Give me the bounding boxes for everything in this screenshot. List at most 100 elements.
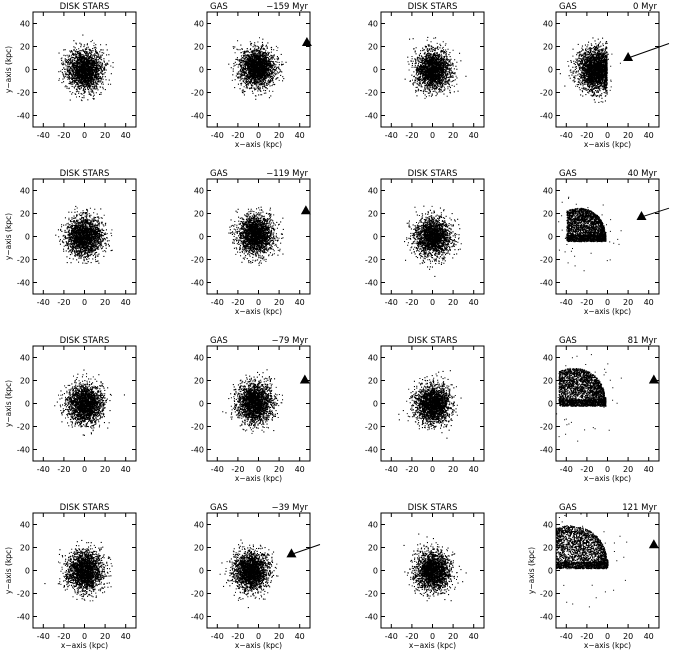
y-tick-label: -40 xyxy=(17,446,30,455)
panel-3-3: -40 -20 0 20 40 -40 -20 0 20 40 GAS 121 Myr x−axis (… xyxy=(527,503,660,650)
x-tick-label: 40 xyxy=(469,465,479,474)
panel-time: 81 Myr xyxy=(628,336,658,346)
particle-cloud xyxy=(222,369,284,434)
x-axis-label: x−axis (kpc) xyxy=(584,307,631,316)
scatter-points xyxy=(44,539,113,602)
particle-cloud xyxy=(404,205,462,277)
panel-2-1: -40 -20 0 20 40 -40 -20 0 20 40 GAS −79 Myr x−axis (… xyxy=(191,336,311,483)
x-tick-label: 20 xyxy=(274,632,284,641)
x-tick-label: -40 xyxy=(37,632,50,641)
y-tick-label: -40 xyxy=(365,446,378,455)
perturber-marker xyxy=(301,37,312,47)
x-tick-label: 0 xyxy=(430,632,435,641)
x-axis-label: x−axis (kpc) xyxy=(584,641,631,650)
x-axis-label: x−axis (kpc) xyxy=(235,641,282,650)
y-tick-label: 40 xyxy=(20,187,30,196)
particle-cloud xyxy=(556,513,628,608)
x-axis-label: x−axis (kpc) xyxy=(61,641,108,650)
x-tick-label: -20 xyxy=(57,465,70,474)
x-tick-label: 40 xyxy=(295,298,305,307)
scatter-points xyxy=(558,196,622,272)
panel-1-2: -40 -20 0 20 40 -40 -20 0 20 40 DISK STARS xyxy=(365,169,485,307)
plot-frame xyxy=(555,512,660,629)
x-tick-label: -40 xyxy=(37,298,50,307)
x-tick-label: -40 xyxy=(560,632,573,641)
panel-title: DISK STARS xyxy=(408,2,458,12)
y-tick-label: -40 xyxy=(17,613,30,622)
y-tick-label: -40 xyxy=(191,112,204,121)
x-tick-label: 20 xyxy=(623,632,633,641)
panel-0-1: -40 -20 0 20 40 -40 -20 0 20 40 GAS −159 Myr x−axis … xyxy=(191,2,312,149)
panel-0-2: -40 -20 0 20 40 -40 -20 0 20 40 DISK STARS xyxy=(365,2,485,140)
panel-time: −39 Myr xyxy=(272,503,309,513)
x-tick-label: 20 xyxy=(274,131,284,140)
triangle-icon xyxy=(648,374,659,384)
panel-title: GAS xyxy=(559,336,577,346)
perturber-trajectory xyxy=(627,43,670,59)
panel-title: DISK STARS xyxy=(408,169,458,179)
y-tick-label: -20 xyxy=(540,89,553,98)
panel-title: DISK STARS xyxy=(60,2,110,12)
y-tick-label: -20 xyxy=(191,256,204,265)
y-tick-label: 40 xyxy=(368,521,378,530)
x-tick-label: -20 xyxy=(580,632,593,641)
scatter-points xyxy=(556,513,628,608)
y-tick-label: 40 xyxy=(543,354,553,363)
panel-time: 121 Myr xyxy=(622,503,657,513)
particle-cloud xyxy=(558,196,622,272)
x-tick-label: -20 xyxy=(231,131,244,140)
particle-cloud xyxy=(219,539,279,609)
y-tick-label: 20 xyxy=(20,544,30,553)
x-tick-label: 40 xyxy=(121,298,131,307)
y-tick-label: -20 xyxy=(17,423,30,432)
y-tick-label: -40 xyxy=(540,613,553,622)
perturber-marker xyxy=(623,43,670,61)
y-tick-label: 0 xyxy=(548,567,553,576)
y-tick-label: 0 xyxy=(25,400,30,409)
x-tick-label: -20 xyxy=(57,298,70,307)
x-tick-label: 0 xyxy=(256,632,261,641)
panel-0-3: -40 -20 0 20 40 -40 -20 0 20 40 GAS 0 Myr x−axis (kp… xyxy=(540,2,670,149)
x-tick-label: 40 xyxy=(644,298,654,307)
particle-cloud xyxy=(559,37,621,103)
panel-3-0: -40 -20 0 20 40 -40 -20 0 20 40 DISK STARS x−axis (… xyxy=(4,503,137,650)
y-tick-label: 20 xyxy=(194,43,204,52)
triangle-icon xyxy=(301,37,312,47)
panel-title: GAS xyxy=(210,2,228,12)
x-tick-label: -40 xyxy=(385,298,398,307)
x-axis-label: x−axis (kpc) xyxy=(584,140,631,149)
x-tick-label: 20 xyxy=(274,465,284,474)
scatter-points xyxy=(228,206,284,266)
x-tick-label: -20 xyxy=(57,632,70,641)
y-tick-label: -40 xyxy=(17,279,30,288)
x-tick-label: 20 xyxy=(448,632,458,641)
x-axis-label: x−axis (kpc) xyxy=(235,474,282,483)
y-tick-label: 0 xyxy=(373,233,378,242)
x-tick-label: -20 xyxy=(405,298,418,307)
y-tick-label: 40 xyxy=(20,354,30,363)
x-tick-label: 0 xyxy=(82,131,87,140)
y-tick-label: -40 xyxy=(540,279,553,288)
x-tick-label: 20 xyxy=(623,298,633,307)
x-tick-label: -20 xyxy=(580,298,593,307)
panel-title: GAS xyxy=(210,169,228,179)
y-axis-label: y−axis (kpc) xyxy=(4,213,13,260)
scatter-points xyxy=(219,539,279,609)
panel-title: DISK STARS xyxy=(60,169,110,179)
y-tick-label: -40 xyxy=(540,446,553,455)
panel-title: DISK STARS xyxy=(408,503,458,513)
y-tick-label: 40 xyxy=(194,20,204,29)
x-tick-label: -20 xyxy=(580,465,593,474)
panel-3-2: -40 -20 0 20 40 -40 -20 0 20 40 DISK STARS x−axis (… xyxy=(365,503,485,650)
x-tick-label: -20 xyxy=(57,131,70,140)
scatter-points xyxy=(404,36,467,99)
x-tick-label: 20 xyxy=(448,131,458,140)
panel-1-0: -40 -20 0 20 40 -40 -20 0 20 40 DISK STARS y−axis (… xyxy=(4,169,137,307)
x-tick-label: 20 xyxy=(100,298,110,307)
y-tick-label: -40 xyxy=(365,613,378,622)
y-tick-label: 40 xyxy=(20,521,30,530)
y-tick-label: -20 xyxy=(540,423,553,432)
y-tick-label: 20 xyxy=(20,43,30,52)
y-tick-label: 0 xyxy=(199,233,204,242)
x-axis-label: x−axis (kpc) xyxy=(409,641,456,650)
